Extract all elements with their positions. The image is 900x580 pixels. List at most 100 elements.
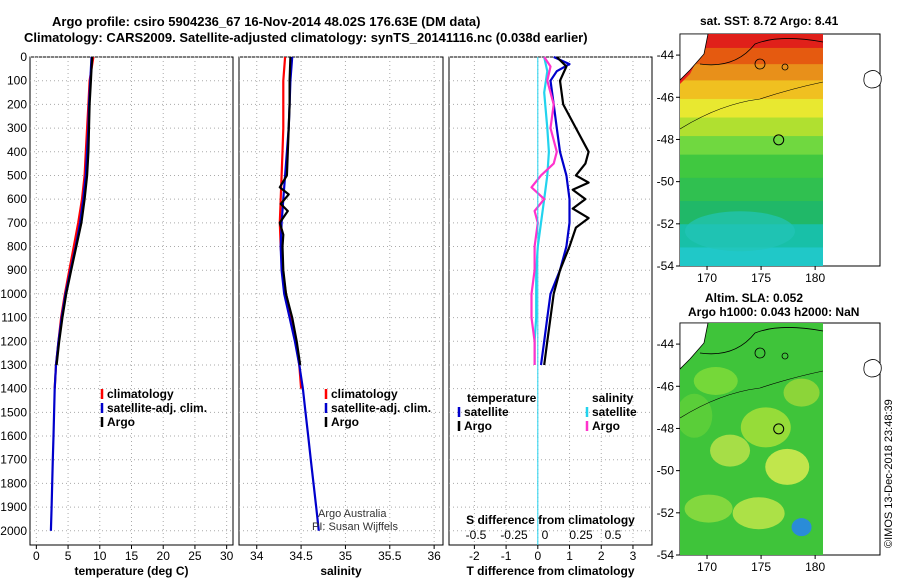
difference-profile: -2 -1 0 1 2 3T difference from climatology tem… [448,55,653,578]
difference-profile-xlabel: T difference from climatology [466,564,634,578]
y-tick-label: 800 [7,240,27,254]
sla-map: Altim. SLA: 0.052 Argo h1000: 0.043 h200… [657,291,882,574]
temperature-profile-xlabel: temperature (deg C) [74,564,188,578]
y-tick-label: 1900 [0,500,27,514]
sst-band [680,154,823,179]
x-tick-label: 30 [220,549,234,563]
sst-map: sat. SST: 8.72 Argo: 8.41 -44 -46 -48 -50 -5… [657,14,882,285]
timestamp-stamp: ©IMOS 13-Dec-2018 23:48:39 [883,399,895,548]
x-tick-label: -1 [501,549,512,563]
s-tick-label: 0.5 [605,528,622,542]
legend-label: climatology [107,387,174,401]
legend-header-salinity: salinity [592,391,634,405]
seamount [754,347,766,359]
sst-band [680,80,823,100]
map-x-tick-label: 175 [751,560,771,574]
series-s-satellite [533,56,551,365]
sst-band [680,34,823,49]
y-tick-label: 1500 [0,405,27,419]
x-tick-label: 20 [157,549,171,563]
map-y-tick-label: -52 [657,506,675,520]
s-tick-label: -0.25 [500,528,528,542]
sla-anomaly [732,497,785,530]
x-tick-label: 2 [598,549,605,563]
x-tick-label: 36 [427,549,441,563]
legend-label: Argo [464,419,492,433]
salinity-profile-xlabel: salinity [320,564,362,578]
sla-anomaly [684,494,733,523]
seamount [754,58,766,70]
map-x-tick-label: 180 [805,271,825,285]
series-t-satellite [539,55,571,366]
s-tick-label: -0.5 [466,528,487,542]
map-x-tick-label: 170 [697,271,717,285]
seamount [781,63,789,71]
map-y-tick-label: -48 [657,421,675,435]
island [863,359,882,378]
map-y-tick-label: -54 [657,259,675,273]
sst-band [680,98,823,119]
salinity-profile: 34 34.5 35 35.5 36 salinity climatologysatelli… [238,56,444,578]
y-tick-label: 400 [7,145,27,159]
y-tick-label: 1800 [0,476,27,490]
map-y-tick-label: -52 [657,217,675,231]
cool-patch [685,211,795,252]
land [679,322,709,370]
series-t-argo [543,56,590,366]
sst-band [680,247,823,266]
sla-anomaly [765,448,810,485]
x-tick-label: 35.5 [378,549,402,563]
y-tick-label: 900 [7,263,27,277]
map-y-tick-label: -48 [657,132,675,146]
x-tick-label: 25 [188,549,202,563]
sla-anomaly [710,434,751,467]
sstmap-field [680,34,823,266]
x-tick-label: 0 [33,549,40,563]
island [863,70,882,89]
map-x-tick-label: 175 [751,271,771,285]
y-tick-label: 1000 [0,287,27,301]
x-tick-label: 5 [65,549,72,563]
y-tick-label: 1300 [0,358,27,372]
sst-map-title: sat. SST: 8.72 Argo: 8.41 [700,14,839,28]
x-tick-label: 34 [250,549,264,563]
x-tick-label: -2 [469,549,480,563]
s-difference-label: S difference from climatology [466,513,635,527]
map-x-tick-label: 170 [697,560,717,574]
sla-anomaly [680,393,713,438]
legend-label: satellite [592,405,637,419]
legend-label: satellite-adj. clim. [107,401,207,415]
sst-band [680,64,823,82]
s-tick-label: 0 [542,528,549,542]
map-y-tick-label: -46 [657,90,675,104]
sla-anomaly [740,407,791,448]
profile-panels: 0100200300400500600700800900100011001200… [0,50,653,578]
y-tick-label: 1100 [1,311,27,325]
x-tick-label: 1 [566,549,573,563]
y-tick-label: 600 [7,192,27,206]
x-tick-label: 10 [93,549,107,563]
s-tick-label: 0.25 [569,528,593,542]
legend-header-temperature: temperature [467,391,537,405]
map-y-tick-label: -46 [657,379,675,393]
sst-band [680,117,823,138]
y-tick-label: 300 [7,121,27,135]
y-tick-label: 2000 [0,524,27,538]
sst-band [680,177,823,203]
bathymetry-contour [679,370,824,419]
slamap-field [680,323,823,555]
map-y-tick-label: -44 [657,48,675,62]
legend-label: Argo [331,415,359,429]
sst-band [680,47,823,66]
seamount [781,352,789,360]
x-tick-label: 35 [339,549,353,563]
map-y-tick-label: -44 [657,337,675,351]
title-line-1: Argo profile: csiro 5904236_67 16-Nov-20… [52,14,481,29]
bathymetry-contour [699,327,824,355]
legend-label: Argo [592,419,620,433]
y-tick-label: 500 [7,168,27,182]
map-y-tick-label: -50 [657,464,675,478]
y-tick-label: 700 [7,216,27,230]
sla-low [791,518,812,537]
